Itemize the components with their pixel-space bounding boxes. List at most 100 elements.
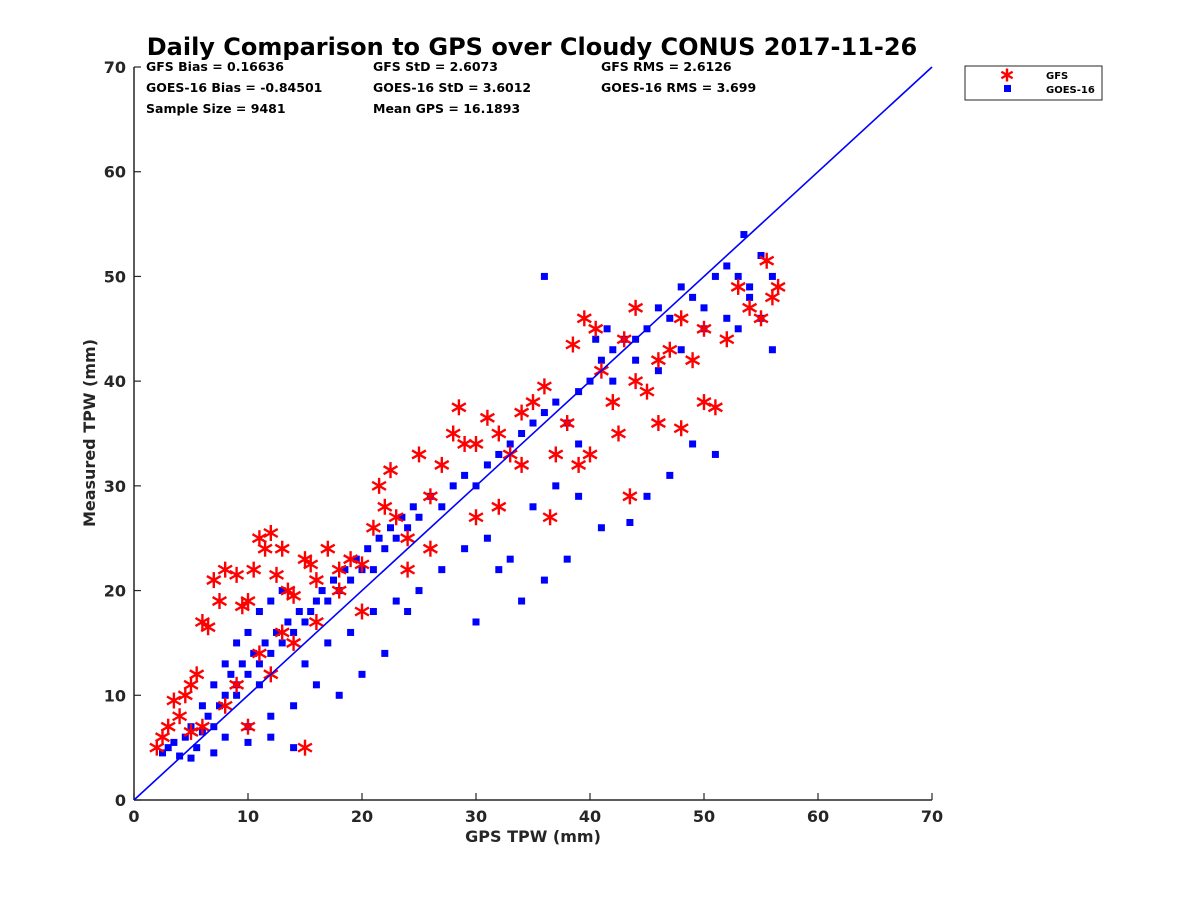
goes16-point — [290, 702, 298, 710]
gfs-point — [673, 420, 689, 437]
gfs-point — [229, 676, 245, 693]
goes16-point — [278, 639, 286, 647]
gfs-point — [434, 456, 450, 473]
goes16-point — [244, 670, 252, 678]
goes16-point — [597, 356, 605, 364]
goes16-point — [518, 430, 526, 437]
gfs-point — [548, 446, 564, 463]
goes16-point — [746, 283, 754, 291]
goes16-point — [398, 513, 406, 521]
goes16-point — [324, 597, 332, 605]
goes16-point — [409, 503, 417, 511]
stats-box: GFS Bias = 0.16636 GFS StD = 2.6073 GFS RM… — [146, 59, 756, 116]
goes16-point — [176, 752, 184, 760]
gfs-point — [559, 415, 575, 432]
stat-text: GOES-16 RMS = 3.699 — [601, 80, 756, 95]
goes16-point — [250, 649, 258, 657]
goes16-point — [284, 618, 292, 626]
goes16-point — [575, 492, 583, 500]
gfs-point — [582, 446, 598, 463]
goes16-point — [540, 409, 548, 417]
stat-text: GFS RMS = 2.6126 — [601, 59, 732, 74]
goes16-point — [295, 608, 303, 616]
goes16-point — [654, 367, 662, 375]
goes16-point — [318, 587, 326, 595]
gfs-point — [382, 462, 399, 479]
stat-text: GOES-16 StD = 3.6012 — [373, 80, 531, 95]
gfs-series — [149, 252, 786, 756]
goes16-point — [267, 597, 275, 605]
gfs-point — [308, 613, 324, 630]
gfs-point — [286, 634, 302, 651]
gfs-point — [189, 666, 205, 683]
legend-gfs-asterisk — [1000, 68, 1014, 82]
stat-text: Mean GPS = 16.1893 — [373, 101, 520, 116]
goes16-point — [677, 283, 685, 291]
legend-goes16-square-icon — [1004, 85, 1011, 92]
goes16-point — [723, 314, 731, 322]
gfs-point — [622, 488, 638, 505]
gfs-point — [211, 593, 228, 610]
goes16-point — [221, 733, 229, 741]
gfs-point — [468, 435, 484, 452]
goes16-point — [740, 231, 748, 239]
gfs-point — [286, 587, 302, 604]
gfs-point — [576, 310, 592, 327]
gfs-point — [759, 252, 775, 269]
goes16-point — [734, 325, 742, 333]
gfs-point — [257, 540, 273, 557]
gfs-point — [491, 498, 507, 515]
gfs-point — [354, 556, 370, 573]
goes16-point — [324, 639, 332, 647]
goes16-point — [711, 450, 719, 458]
goes16-point — [552, 482, 560, 490]
gfs-point — [468, 509, 484, 526]
goes16-point — [529, 503, 537, 511]
stat-text: GOES-16 Bias = -0.84501 — [146, 80, 322, 95]
goes16-point — [506, 555, 514, 563]
goes16-point — [689, 440, 697, 448]
gfs-point — [565, 336, 581, 353]
goes16-point — [689, 293, 697, 301]
y-tick-label: 30 — [104, 477, 126, 496]
goes16-point — [746, 293, 754, 301]
gfs-point — [753, 310, 769, 327]
gfs-point — [411, 446, 427, 463]
gfs-point — [229, 566, 245, 583]
goes16-point — [449, 482, 457, 490]
goes16-point — [312, 681, 320, 689]
goes16-point — [529, 419, 537, 427]
goes16-point — [312, 597, 320, 605]
stat-text: GFS Bias = 0.16636 — [146, 59, 284, 74]
goes16-point — [307, 608, 315, 616]
goes16-point — [255, 660, 263, 668]
goes16-point — [267, 712, 275, 720]
goes16-point — [723, 262, 731, 270]
goes16-point — [238, 660, 246, 668]
x-tick-label: 30 — [465, 807, 487, 826]
goes16-point — [626, 519, 634, 527]
gfs-point — [240, 593, 256, 610]
gfs-point — [388, 509, 404, 526]
goes16-point — [415, 513, 423, 521]
gfs-point — [605, 394, 621, 411]
goes16-point — [757, 251, 765, 259]
legend-box — [964, 65, 1103, 101]
goes16-point — [267, 649, 275, 657]
goes16-point — [204, 712, 212, 720]
goes16-point — [301, 660, 309, 668]
goes16-point — [181, 733, 189, 741]
goes16-point — [341, 566, 349, 574]
gfs-point — [445, 425, 461, 442]
goes16-point — [552, 398, 560, 406]
goes16-point — [666, 314, 674, 322]
goes16-point — [483, 461, 491, 469]
goes16-point — [347, 628, 355, 636]
goes16-point — [483, 534, 491, 542]
goes16-point — [159, 749, 166, 757]
gfs-point — [172, 708, 188, 725]
gfs-point — [246, 561, 262, 578]
plot-area: 0 10 20 30 40 50 60 70 0 10 20 30 40 50 60 70 — [104, 58, 943, 826]
